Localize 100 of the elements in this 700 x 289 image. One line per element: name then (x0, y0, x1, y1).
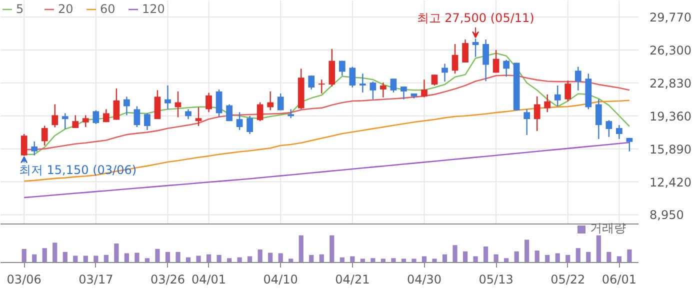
bar (73, 256, 78, 262)
candlestick (626, 137, 633, 152)
bar (401, 258, 406, 262)
x-tick-label: 04/01 (191, 272, 226, 286)
bar (412, 258, 416, 262)
candlestick (124, 96, 130, 116)
legend-label: 거래량 (590, 220, 626, 237)
bar (360, 258, 365, 262)
x-tick-label: 05/13 (478, 272, 514, 286)
y-tick-label: 8,950 (650, 208, 684, 222)
candlestick (164, 84, 171, 110)
x-tick-label: 04/30 (406, 272, 442, 286)
candlestick (503, 59, 510, 78)
bar (627, 249, 632, 262)
bar (319, 254, 324, 262)
candlestick (206, 92, 212, 113)
legend-label: 120 (142, 2, 165, 16)
bar (524, 240, 530, 262)
candlestick (318, 79, 325, 94)
candlestick (134, 106, 140, 128)
candlestick (195, 106, 202, 127)
x-tick-label: 06/01 (602, 272, 636, 286)
candlestick (400, 86, 407, 100)
candlestick (308, 75, 315, 90)
bar (452, 245, 458, 262)
x-tick-label: 03/26 (150, 272, 186, 286)
candlestick (256, 102, 264, 122)
bar (155, 248, 160, 262)
bar (596, 235, 601, 262)
bar (114, 243, 119, 262)
bar (309, 254, 314, 262)
candlestick (72, 114, 79, 129)
bar (483, 246, 488, 262)
x-tick-label: 04/21 (335, 272, 370, 286)
candlestick (144, 112, 150, 131)
candlestick (226, 104, 232, 122)
y-tick-label: 26,300 (650, 43, 692, 58)
bar (576, 248, 580, 262)
bar (134, 252, 140, 262)
bar (545, 254, 550, 262)
candlestick (606, 120, 612, 138)
candlestick (534, 96, 540, 132)
bar (42, 248, 47, 262)
candlestick (421, 79, 428, 98)
candlestick (452, 43, 458, 74)
bar (22, 248, 26, 262)
candlestick (554, 84, 561, 107)
candlestick (574, 66, 582, 92)
candlestick (482, 38, 489, 82)
candlestick (31, 140, 38, 156)
candlestick (359, 73, 366, 94)
candlestick (113, 88, 120, 120)
bar (206, 254, 212, 262)
candlestick (216, 88, 222, 118)
bar (52, 242, 58, 262)
y-tick-label: 29,770 (650, 10, 692, 25)
candlestick (380, 82, 386, 98)
bar (226, 258, 232, 262)
bar (176, 252, 180, 262)
bar (32, 254, 37, 262)
candlestick (236, 112, 243, 131)
candlestick (267, 90, 274, 111)
candlestick (564, 80, 572, 102)
candlestick (390, 78, 397, 94)
candlestick (185, 108, 192, 120)
annotation: 최고 27,500 (05/11) (416, 11, 534, 26)
candlestick (462, 38, 468, 64)
bar (514, 251, 519, 262)
candlestick (328, 48, 336, 88)
candlestick (370, 80, 376, 100)
bar (432, 258, 437, 262)
candlestick (616, 124, 622, 140)
x-tick-label: 03/06 (6, 272, 42, 286)
y-tick-label: 19,360 (650, 109, 692, 124)
bar (370, 258, 376, 262)
candlestick (20, 133, 28, 156)
candlestick (62, 112, 68, 130)
bar (196, 256, 201, 262)
candlestick (41, 125, 48, 146)
candlestick (52, 104, 58, 128)
candlestick (431, 74, 438, 86)
candlestick (544, 94, 551, 113)
bar (144, 258, 150, 262)
bar (442, 254, 448, 262)
bar (268, 252, 273, 262)
candlestick (246, 115, 253, 135)
bar (534, 250, 540, 262)
bar (606, 252, 612, 262)
legend-label: 60 (100, 2, 116, 16)
bar (288, 258, 294, 262)
bar (330, 235, 334, 262)
x-tick-label: 05/22 (550, 272, 586, 286)
bar (62, 252, 68, 262)
y-tick-label: 22,830 (650, 76, 692, 90)
bar (462, 251, 468, 262)
bar (94, 256, 98, 262)
bar (165, 252, 170, 262)
bar (586, 252, 591, 262)
bar (237, 257, 242, 262)
legend-label: 20 (58, 2, 74, 16)
